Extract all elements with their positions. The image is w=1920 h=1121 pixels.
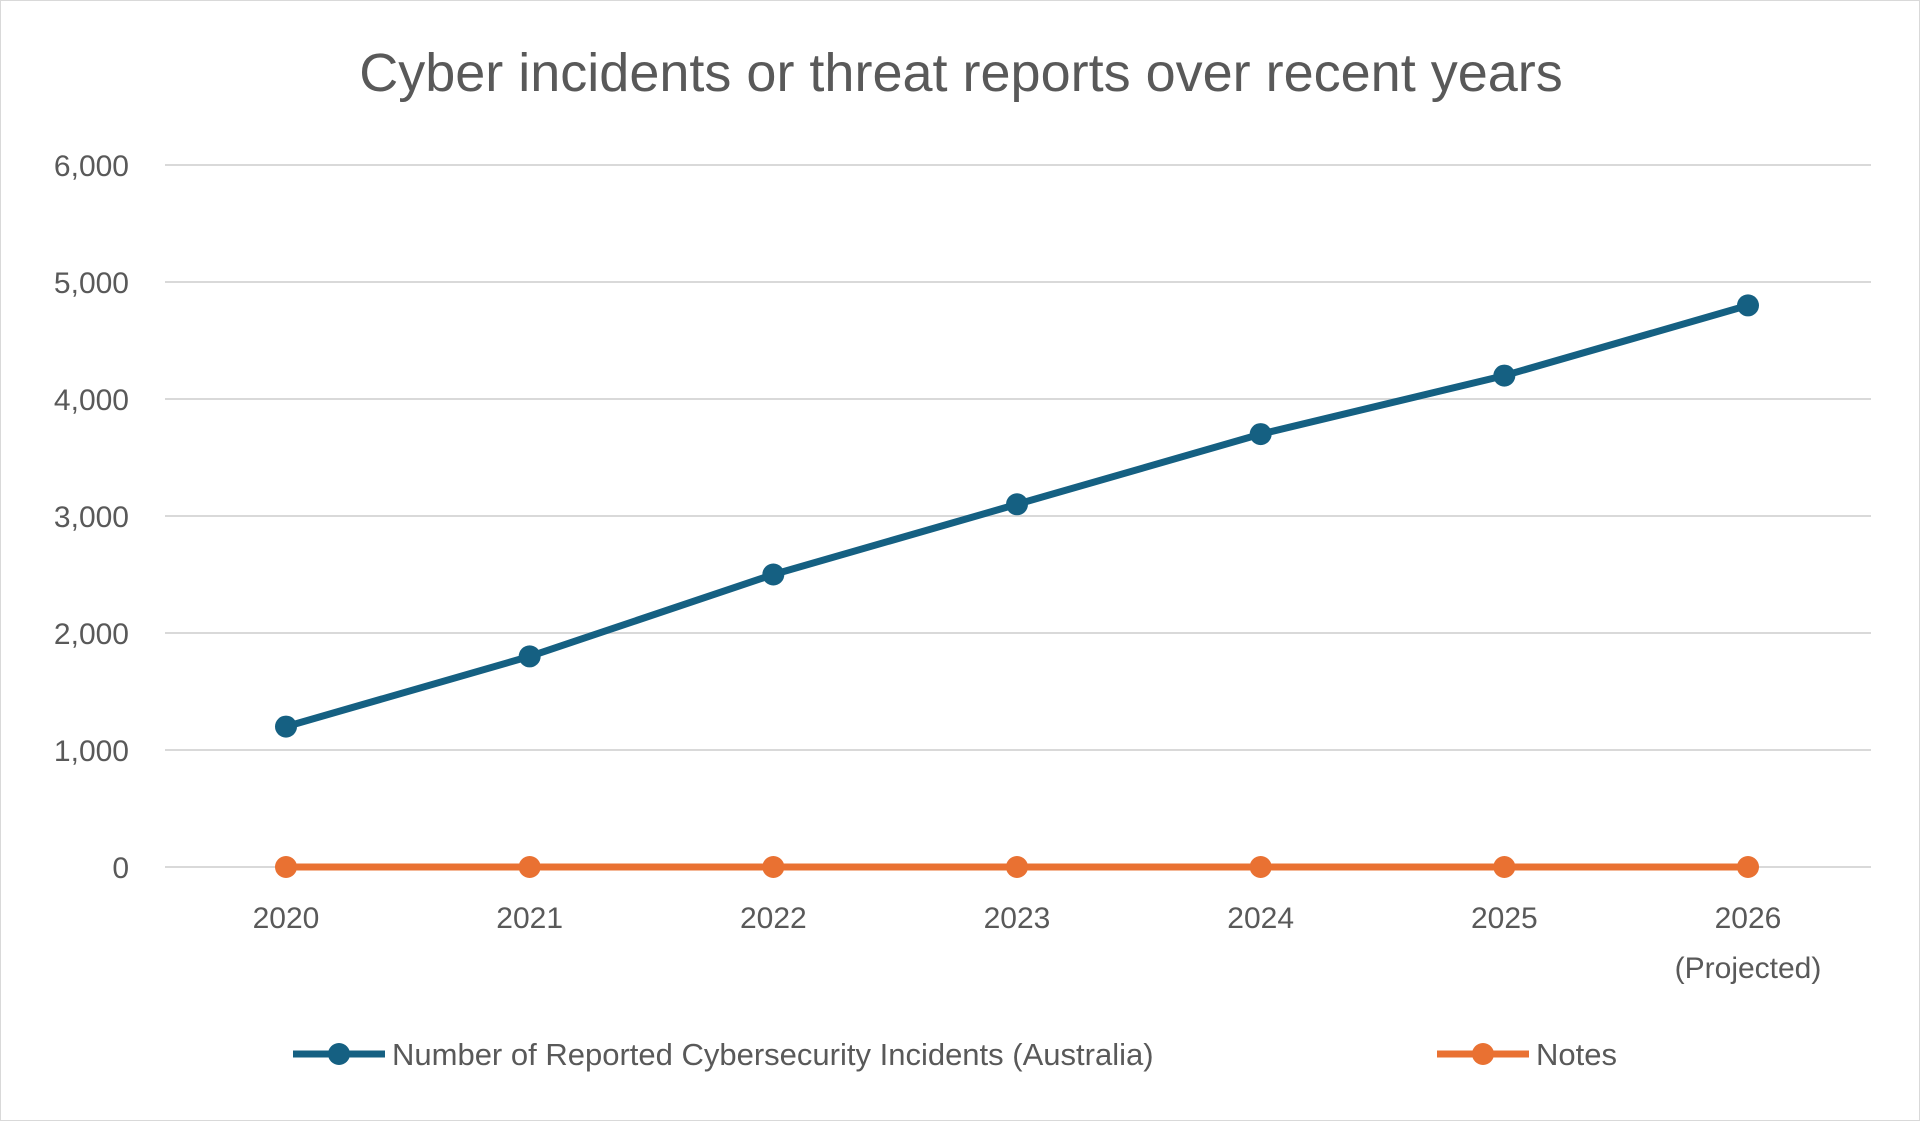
legend-marker	[1472, 1043, 1494, 1065]
x-tick-label: 2022	[740, 902, 807, 935]
data-point	[762, 563, 785, 586]
legend-label: Notes	[1536, 1037, 1617, 1072]
data-point	[1249, 423, 1272, 446]
data-point	[518, 645, 541, 668]
data-point	[275, 715, 297, 738]
x-tick-label: 2021	[496, 902, 563, 935]
data-point	[1493, 364, 1516, 387]
x-tick-label: 2026	[1715, 902, 1782, 935]
y-tick-label: 1,000	[54, 735, 129, 768]
data-point	[762, 856, 785, 878]
legend-label: Number of Reported Cybersecurity Inciden…	[392, 1037, 1154, 1072]
legend-marker	[328, 1043, 350, 1065]
chart-title: Cyber incidents or threat reports over r…	[359, 43, 1563, 103]
y-tick-label: 6,000	[54, 150, 129, 183]
data-point	[1006, 493, 1028, 516]
y-tick-label: 3,000	[54, 501, 129, 534]
y-tick-label: 5,000	[54, 267, 129, 300]
data-point	[518, 856, 541, 878]
x-tick-label: 2020	[253, 902, 320, 935]
y-tick-label: 0	[112, 852, 129, 885]
data-point	[1006, 856, 1028, 878]
data-point	[1737, 856, 1759, 878]
x-tick-label: 2025	[1471, 902, 1538, 935]
x-tick-label: 2023	[984, 902, 1051, 935]
x-tick-label: 2024	[1227, 902, 1294, 935]
data-point	[1493, 856, 1516, 878]
data-point	[1737, 294, 1759, 317]
data-point	[1249, 856, 1272, 878]
y-tick-label: 4,000	[54, 384, 129, 417]
data-point	[275, 856, 297, 878]
y-tick-label: 2,000	[54, 618, 129, 651]
x-tick-label: (Projected)	[1675, 952, 1822, 985]
